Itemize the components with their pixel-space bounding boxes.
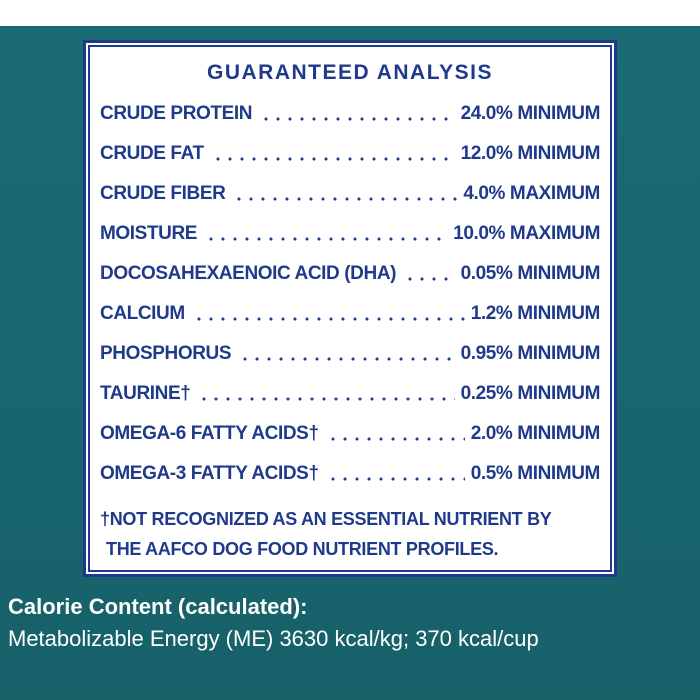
dot-leader	[233, 197, 458, 201]
analysis-row: MOISTURE 10.0% MAXIMUM	[100, 219, 600, 249]
nutrient-value: 24.0% MINIMUM	[460, 103, 601, 124]
dot-leader	[192, 317, 465, 321]
calorie-heading: Calorie Content (calculated):	[8, 594, 308, 619]
analysis-row: CRUDE PROTEIN 24.0% MINIMUM	[100, 99, 600, 129]
nutrient-name: DOCOSAHEXAENOIC ACID (DHA)	[100, 263, 397, 284]
nutrient-name: PHOSPHORUS	[100, 343, 232, 364]
nutrient-name: TAURINE†	[100, 383, 191, 404]
nutrient-name: OMEGA-6 FATTY ACIDS†	[100, 423, 319, 444]
nutrient-value: 0.25% MINIMUM	[460, 383, 601, 404]
analysis-row: CRUDE FAT 12.0% MINIMUM	[100, 139, 600, 169]
analysis-row: CALCIUM 1.2% MINIMUM	[100, 299, 600, 329]
nutrient-value: 2.0% MINIMUM	[470, 423, 601, 444]
nutrient-value: 10.0% MAXIMUM	[453, 223, 600, 244]
analysis-row: PHOSPHORUS 0.95% MINIMUM	[100, 339, 600, 369]
dot-leader	[326, 437, 465, 441]
nutrient-value: 0.95% MINIMUM	[460, 343, 601, 364]
analysis-row: OMEGA-3 FATTY ACIDS† 0.5% MINIMUM	[100, 459, 600, 489]
nutrient-name: OMEGA-3 FATTY ACIDS†	[100, 463, 319, 484]
nutrient-name: MOISTURE	[100, 223, 198, 244]
analysis-row: OMEGA-6 FATTY ACIDS† 2.0% MINIMUM	[100, 419, 600, 449]
nutrient-value: 0.05% MINIMUM	[460, 263, 601, 284]
nutrient-value: 4.0% MAXIMUM	[463, 183, 600, 204]
panel-title: GUARANTEED ANALYSIS	[207, 61, 493, 84]
dot-leader	[198, 397, 455, 401]
footnote-line: †NOT RECOGNIZED AS AN ESSENTIAL NUTRIENT…	[100, 509, 552, 529]
nutrient-name: CRUDE FAT	[100, 143, 204, 164]
dot-leader	[326, 477, 465, 481]
nutrient-value: 1.2% MINIMUM	[470, 303, 601, 324]
analysis-panel: GUARANTEED ANALYSIS CRUDE PROTEIN 24.0% M…	[83, 40, 617, 577]
dot-leader	[205, 237, 448, 241]
nutrient-name: CRUDE FIBER	[100, 183, 226, 204]
dot-leader	[211, 157, 455, 161]
calorie-text: Metabolizable Energy (ME) 3630 kcal/kg; …	[8, 626, 539, 651]
dot-leader	[260, 117, 455, 121]
analysis-row: DOCOSAHEXAENOIC ACID (DHA) 0.05% MINIMUM	[100, 259, 600, 289]
dot-leader	[404, 277, 455, 281]
analysis-row: CRUDE FIBER 4.0% MAXIMUM	[100, 179, 600, 209]
nutrient-name: CRUDE PROTEIN	[100, 103, 253, 124]
dot-leader	[239, 357, 455, 361]
footnote-line: THE AAFCO DOG FOOD NUTRIENT PROFILES.	[106, 539, 499, 559]
nutrient-value: 12.0% MINIMUM	[460, 143, 601, 164]
analysis-row: TAURINE† 0.25% MINIMUM	[100, 379, 600, 409]
nutrient-name: CALCIUM	[100, 303, 185, 324]
nutrient-value: 0.5% MINIMUM	[470, 463, 601, 484]
